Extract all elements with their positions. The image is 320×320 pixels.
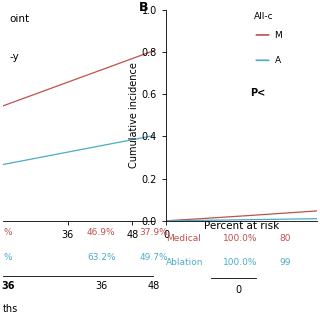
Text: P<: P< <box>251 88 266 98</box>
Text: %: % <box>3 253 12 262</box>
Text: %: % <box>3 228 12 237</box>
Text: 36: 36 <box>95 281 107 291</box>
Text: A: A <box>275 56 281 65</box>
Text: All-c: All-c <box>253 12 273 21</box>
Text: 80: 80 <box>279 234 291 243</box>
Text: 36: 36 <box>1 281 14 291</box>
Y-axis label: Cumulative incidence: Cumulative incidence <box>129 62 139 168</box>
Text: -y: -y <box>9 52 19 62</box>
Text: 46.9%: 46.9% <box>87 228 116 237</box>
Text: Medical: Medical <box>166 234 201 243</box>
Text: ths: ths <box>3 304 19 314</box>
Text: 37.9%: 37.9% <box>140 228 168 237</box>
Text: 99: 99 <box>279 258 291 267</box>
Text: Percent at risk: Percent at risk <box>204 221 279 231</box>
Text: 63.2%: 63.2% <box>87 253 116 262</box>
Text: 0: 0 <box>235 285 242 295</box>
Text: 49.7%: 49.7% <box>140 253 168 262</box>
Text: B: B <box>139 1 148 14</box>
Text: oint: oint <box>9 14 29 24</box>
Text: 100.0%: 100.0% <box>223 258 258 267</box>
Text: 100.0%: 100.0% <box>223 234 258 243</box>
Text: M: M <box>275 31 282 40</box>
Text: 48: 48 <box>148 281 160 291</box>
Text: Ablation: Ablation <box>166 258 204 267</box>
